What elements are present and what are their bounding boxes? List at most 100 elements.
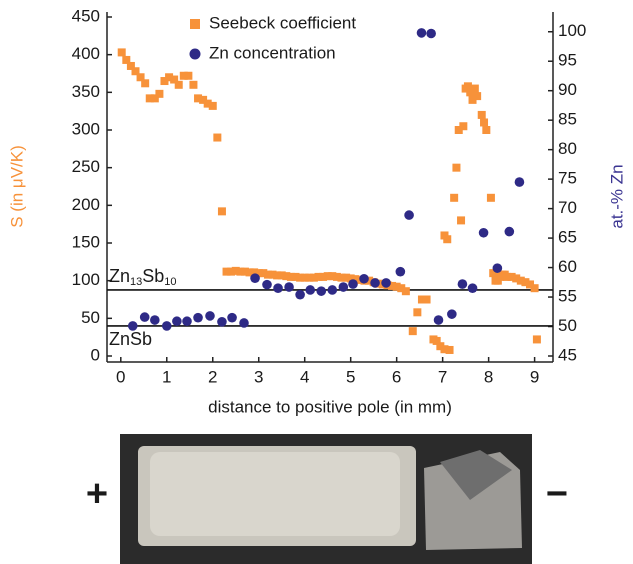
y2-tick-label: 75 (558, 169, 577, 188)
seebeck-point (342, 273, 351, 282)
seebeck-point (319, 272, 328, 281)
reference-label: ZnSb (109, 329, 152, 349)
reference-label-part: ZnSb (109, 329, 152, 349)
y-tick-label: 400 (72, 44, 100, 63)
reference-label-part: 13 (130, 276, 142, 288)
y2-tick-label: 95 (558, 51, 577, 70)
seebeck-point (463, 82, 472, 91)
y2-tick-label: 85 (558, 110, 577, 129)
seebeck-point (530, 284, 539, 293)
y-tick-label: 50 (81, 308, 100, 327)
zn-point (404, 210, 414, 220)
seebeck-point (413, 308, 422, 317)
y2-tick-label: 60 (558, 257, 577, 276)
seebeck-point (170, 75, 179, 84)
y2-tick-label: 80 (558, 139, 577, 158)
reference-label: Zn13Sb10 (109, 266, 177, 288)
zn-point (273, 283, 283, 294)
seebeck-point (397, 284, 406, 293)
y2-axis-title: at.-% Zn (607, 164, 626, 228)
zn-point (139, 312, 150, 322)
zn-point (433, 315, 444, 325)
zn-point (316, 286, 327, 296)
seebeck-point (227, 267, 236, 276)
seebeck-point (282, 272, 291, 281)
seebeck-point (213, 133, 222, 142)
reference-label-part: Sb (142, 266, 164, 286)
y2-tick-label: 45 (558, 345, 577, 364)
zn-point (381, 278, 391, 288)
x-axis-title: distance to positive pole (in mm) (208, 397, 452, 416)
zn-point (262, 279, 272, 290)
y2-tick-label: 100 (558, 21, 586, 40)
seebeck-point (245, 268, 254, 277)
seebeck-point (480, 118, 489, 127)
legend-label: Seebeck coefficient (209, 13, 356, 32)
seebeck-point (174, 80, 183, 89)
seebeck-point (165, 73, 174, 82)
zn-point (359, 273, 369, 284)
zn-point (426, 28, 436, 39)
seebeck-point (436, 342, 445, 351)
seebeck-point (222, 267, 231, 276)
y2-tick-label: 50 (558, 316, 577, 335)
seebeck-point (323, 272, 332, 281)
zn-point (161, 321, 172, 331)
legend-marker (189, 48, 201, 60)
seebeck-point (401, 287, 410, 296)
zn-point (250, 273, 260, 283)
seebeck-point (296, 273, 305, 282)
seebeck-point (150, 94, 159, 103)
zn-point (338, 282, 349, 292)
seebeck-point (470, 84, 479, 93)
zn-point (492, 263, 503, 273)
seebeck-point (263, 270, 272, 279)
x-tick-label: 1 (162, 367, 171, 386)
y-tick-label: 300 (72, 119, 100, 138)
seebeck-point (346, 274, 355, 283)
zn-point (217, 317, 227, 327)
seebeck-point (337, 273, 346, 282)
seebeck-point (432, 336, 441, 345)
seebeck-point (314, 272, 323, 281)
seebeck-point (141, 79, 150, 88)
seebeck-point (422, 295, 431, 304)
zn-point (504, 226, 515, 237)
seebeck-point (145, 94, 154, 103)
reference-label-part: 10 (164, 276, 176, 288)
seebeck-point (365, 276, 374, 285)
zn-point (348, 279, 358, 289)
y2-tick-label: 55 (558, 287, 577, 306)
zn-point (205, 311, 215, 321)
sample-highlight (150, 452, 400, 536)
sample-photo: + − (86, 434, 568, 564)
zn-point (284, 282, 294, 292)
seebeck-point (217, 207, 226, 216)
seebeck-point (526, 280, 535, 289)
photo-plus: + (86, 473, 108, 515)
seebeck-point (388, 281, 397, 290)
seebeck-point (454, 126, 463, 134)
seebeck-point (126, 61, 135, 70)
seebeck-point (189, 80, 198, 89)
seebeck-point (179, 71, 188, 80)
x-tick-label: 5 (346, 367, 355, 386)
seebeck-point (231, 266, 240, 275)
seebeck-point (532, 335, 541, 344)
seebeck-point (268, 270, 277, 279)
seebeck-point (309, 273, 318, 282)
zn-point (182, 316, 192, 327)
seebeck-point (199, 95, 208, 104)
seebeck-point (203, 99, 212, 108)
seebeck-point (254, 269, 263, 278)
seebeck-point (136, 73, 145, 82)
x-tick-label: 2 (208, 367, 217, 386)
seebeck-point (117, 48, 126, 57)
seebeck-point (417, 295, 426, 304)
x-tick-label: 8 (484, 367, 493, 386)
seebeck-point (507, 272, 516, 281)
seebeck-point (468, 95, 477, 104)
seebeck-point (516, 276, 525, 285)
zn-point (327, 285, 338, 295)
